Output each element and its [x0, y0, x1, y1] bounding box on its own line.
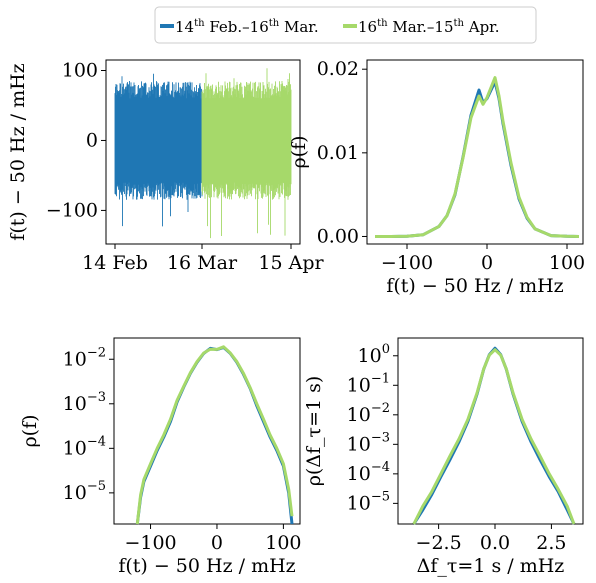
timeseries-frame	[105, 59, 301, 245]
pdf-log-ytick-label: 10−3	[63, 390, 106, 415]
ytick-base: 10	[63, 482, 87, 504]
timeseries-ytick-label: 0	[86, 129, 98, 151]
increment-log-series-1	[412, 346, 576, 525]
increment-log-xtick-label: 2.5	[536, 532, 566, 554]
ytick-exponent: −1	[371, 371, 390, 386]
pdf-log-xlabel: f(t) − 50 Hz / mHz	[118, 555, 295, 577]
legend-1-a: 14	[175, 18, 194, 36]
ytick-base: 10	[63, 393, 87, 415]
legend-2-sup-b: th	[454, 18, 465, 29]
increment-log-ytick-label: 10−1	[347, 371, 390, 396]
pdf-linear-ylabel: ρ(f)	[288, 135, 310, 168]
pdf-log-xtick-label: 100	[265, 532, 301, 554]
legend-1-sup-b: th	[269, 18, 280, 29]
ytick-base: 10	[347, 463, 371, 485]
ytick-exponent: −4	[87, 434, 106, 449]
pdf-linear-series-2	[375, 76, 580, 238]
pdf-linear-ytick-label: 0.01	[317, 142, 359, 164]
ytick-exponent: 0	[382, 342, 390, 357]
increment-log-ytick-label: 10−3	[347, 430, 390, 455]
increment-log-xlabel: Δf_τ=1 s / mHz	[417, 555, 565, 577]
timeseries-xtick-label: 16 Mar	[167, 252, 238, 274]
pdf-log-frame	[113, 337, 301, 525]
legend-1-b: Feb.–16	[205, 18, 269, 36]
increment-log-ytick-label: 100	[358, 342, 390, 367]
pdf-linear-xtick-label: 0	[481, 252, 493, 274]
ytick-base: 10	[63, 348, 87, 370]
pdf-log-ytick-label: 10−2	[63, 345, 106, 370]
legend: 14th Feb.–16th Mar. 16th Mar.–15th Apr.	[154, 6, 537, 44]
pdf-linear-ytick-label: 0.02	[317, 58, 359, 80]
pdf-log-xtick-label: 0	[211, 532, 223, 554]
legend-1-sup-a: th	[194, 18, 205, 29]
timeseries-xtick-label: 14 Feb	[82, 252, 148, 274]
legend-swatch-green	[343, 24, 357, 28]
timeseries-ylabel: f(t) − 50 Hz / mHz	[7, 63, 29, 240]
ytick-base: 10	[347, 374, 371, 396]
timeseries-series-2	[201, 68, 292, 239]
pdf-linear-frame	[366, 59, 584, 245]
legend-2-a: 16	[358, 18, 377, 36]
legend-1-c: Mar.	[279, 18, 318, 36]
ytick-base: 10	[63, 437, 87, 459]
increment-log-ytick-label: 10−4	[347, 460, 390, 485]
timeseries-ytick-label: 100	[62, 59, 98, 81]
ytick-exponent: −3	[371, 430, 390, 445]
ytick-base: 10	[347, 404, 371, 426]
timeseries-ytick-label: −100	[46, 199, 98, 221]
pdf-linear-ytick-label: 0.00	[317, 225, 359, 247]
pdf-log-series-2	[135, 345, 294, 525]
ytick-exponent: −3	[87, 390, 106, 405]
pdf-log-ytick-label: 10−4	[63, 434, 106, 459]
increment-log-frame	[397, 337, 584, 525]
ytick-exponent: −2	[87, 345, 106, 360]
ytick-base: 10	[358, 345, 382, 367]
legend-label-1: 14th Feb.–16th Mar.	[175, 18, 319, 36]
ytick-base: 10	[347, 492, 371, 514]
pdf-log-ytick-label: 10−5	[63, 479, 106, 504]
ytick-base: 10	[347, 433, 371, 455]
pdf-log-series-1	[135, 345, 294, 525]
increment-log-xtick-label: −2.5	[416, 532, 462, 554]
pdf-log-ylabel: ρ(f)	[19, 414, 41, 447]
pdf-log-xtick-label: −100	[124, 532, 176, 554]
ytick-exponent: −2	[371, 401, 390, 416]
pdf-linear-xtick-label: −100	[381, 252, 433, 274]
panel-timeseries: 100 0 −100 14 Feb 16 Mar 15 Apr f(t) − 50 Hz /…	[7, 59, 325, 274]
increment-log-xtick-label: 0.0	[480, 532, 510, 554]
legend-2-sup-a: th	[377, 18, 388, 29]
legend-label-2: 16th Mar.–15th Apr.	[358, 18, 499, 36]
pdf-linear-xlabel: f(t) − 50 Hz / mHz	[386, 275, 563, 297]
legend-swatch-blue	[160, 24, 174, 28]
timeseries-series-1	[114, 73, 203, 227]
ytick-exponent: −5	[371, 489, 390, 504]
increment-log-ytick-label: 10−2	[347, 401, 390, 426]
increment-log-ylabel: ρ(Δf_τ=1 s)	[303, 376, 325, 487]
legend-2-b: Mar.–15	[388, 18, 454, 36]
legend-2-c: Apr.	[464, 18, 500, 36]
ytick-exponent: −4	[371, 460, 390, 475]
timeseries-xtick-label: 15 Apr	[258, 252, 324, 274]
increment-log-series-2	[412, 348, 576, 525]
ytick-exponent: −5	[87, 479, 106, 494]
pdf-linear-xtick-label: 100	[549, 252, 585, 274]
increment-log-ytick-label: 10−5	[347, 489, 390, 514]
